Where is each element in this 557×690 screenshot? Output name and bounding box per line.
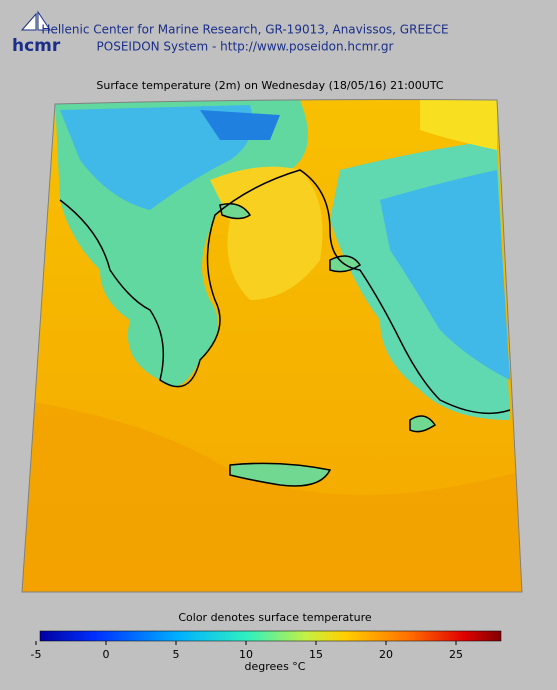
tick-label: 20 [379, 648, 393, 661]
map-title: Surface temperature (2m) on Wednesday (1… [96, 79, 444, 92]
tick-label: 25 [449, 648, 463, 661]
colorbar-unit: degrees °C [245, 660, 306, 673]
map-frame [21, 99, 523, 593]
header-line: Hellenic Center for Marine Research, GR-… [41, 23, 448, 37]
colorbar [39, 630, 502, 642]
header-line: POSEIDON System - http://www.poseidon.hc… [97, 40, 394, 54]
colorbar-caption: Color denotes surface temperature [178, 611, 372, 624]
tick-label: 0 [103, 648, 110, 661]
logo: hcmr [12, 10, 61, 56]
map [22, 99, 522, 592]
logo-text: hcmr [12, 36, 61, 56]
tick-label: 10 [239, 648, 253, 661]
tick-label: 5 [173, 648, 180, 661]
tick-label: 15 [309, 648, 323, 661]
tick-label: -5 [31, 648, 42, 661]
